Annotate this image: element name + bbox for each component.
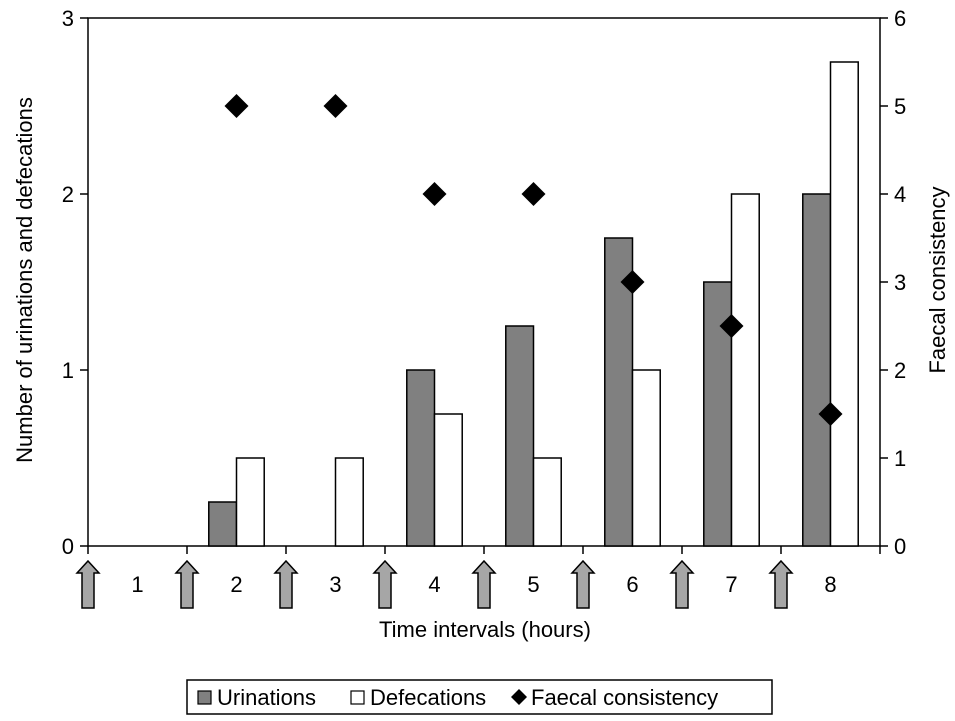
bar-defecations bbox=[532, 457, 562, 547]
y2-axis-label: Faecal consistency bbox=[925, 186, 950, 373]
up-arrow-icon bbox=[471, 559, 497, 609]
legend: Urinations Defecations Faecal consistency bbox=[186, 679, 773, 715]
up-arrow-icon bbox=[669, 559, 695, 609]
x-axis-label: Time intervals (hours) bbox=[379, 617, 591, 642]
bar-defecations bbox=[730, 193, 760, 547]
axes: 0 1 2 3 0 1 2 3 4 5 6 1 2 3 4 5 6 7 8 bbox=[62, 6, 907, 597]
bar-urinations bbox=[505, 325, 535, 547]
legend-label-urinations: Urinations bbox=[217, 685, 316, 710]
y-tick-label: 3 bbox=[62, 6, 74, 31]
x-tick-label: 4 bbox=[428, 572, 440, 597]
y2-tick-label: 0 bbox=[894, 534, 906, 559]
x-tick-label: 3 bbox=[329, 572, 341, 597]
up-arrow-icon bbox=[768, 559, 794, 609]
y2-tick-label: 5 bbox=[894, 94, 906, 119]
marker-faecal-consistency bbox=[719, 314, 744, 338]
bar-defecations bbox=[433, 413, 463, 547]
x-tick-label: 2 bbox=[230, 572, 242, 597]
plot-frame bbox=[87, 17, 881, 547]
y2-tick-label: 4 bbox=[894, 182, 906, 207]
marker-faecal-consistency bbox=[818, 402, 843, 426]
marker-faecal-consistency bbox=[323, 94, 348, 118]
x-tick-label: 5 bbox=[527, 572, 539, 597]
legend-swatch-faecal-consistency bbox=[511, 689, 527, 705]
y2-tick-label: 3 bbox=[894, 270, 906, 295]
up-arrow-icon bbox=[174, 559, 200, 609]
bar-urinations bbox=[406, 369, 436, 547]
y2-tick-label: 2 bbox=[894, 358, 906, 383]
marker-faecal-consistency bbox=[224, 94, 249, 118]
legend-swatch-defecations bbox=[350, 690, 365, 705]
y2-tick-label: 6 bbox=[894, 6, 906, 31]
legend-swatch-urinations bbox=[197, 690, 212, 705]
x-tick-label: 6 bbox=[626, 572, 638, 597]
bar-defecations bbox=[631, 369, 661, 547]
bar-defecations bbox=[334, 457, 364, 547]
up-arrow-icon bbox=[273, 559, 299, 609]
bar-urinations bbox=[802, 193, 832, 547]
legend-label-defecations: Defecations bbox=[370, 685, 486, 710]
marker-faecal-consistency bbox=[521, 182, 546, 206]
y-tick-label: 1 bbox=[62, 358, 74, 383]
bar-defecations bbox=[235, 457, 265, 547]
y-axis-label: Number of urinations and defecations bbox=[12, 97, 37, 463]
x-tick-label: 8 bbox=[824, 572, 836, 597]
y2-tick-label: 1 bbox=[894, 446, 906, 471]
up-arrow-icon bbox=[372, 559, 398, 609]
marker-faecal-consistency bbox=[422, 182, 447, 206]
bars bbox=[208, 61, 859, 547]
x-tick-label: 7 bbox=[725, 572, 737, 597]
arrows bbox=[75, 559, 794, 609]
y-tick-label: 0 bbox=[62, 534, 74, 559]
legend-box bbox=[186, 679, 773, 715]
y-tick-label: 2 bbox=[62, 182, 74, 207]
legend-label-faecal-consistency: Faecal consistency bbox=[531, 685, 718, 710]
bar-defecations bbox=[829, 61, 859, 547]
marker-faecal-consistency bbox=[620, 270, 645, 294]
up-arrow-icon bbox=[75, 559, 101, 609]
x-tick-label: 1 bbox=[131, 572, 143, 597]
bar-urinations bbox=[208, 501, 238, 547]
markers bbox=[224, 94, 843, 426]
plot-area bbox=[87, 17, 881, 547]
up-arrow-icon bbox=[570, 559, 596, 609]
